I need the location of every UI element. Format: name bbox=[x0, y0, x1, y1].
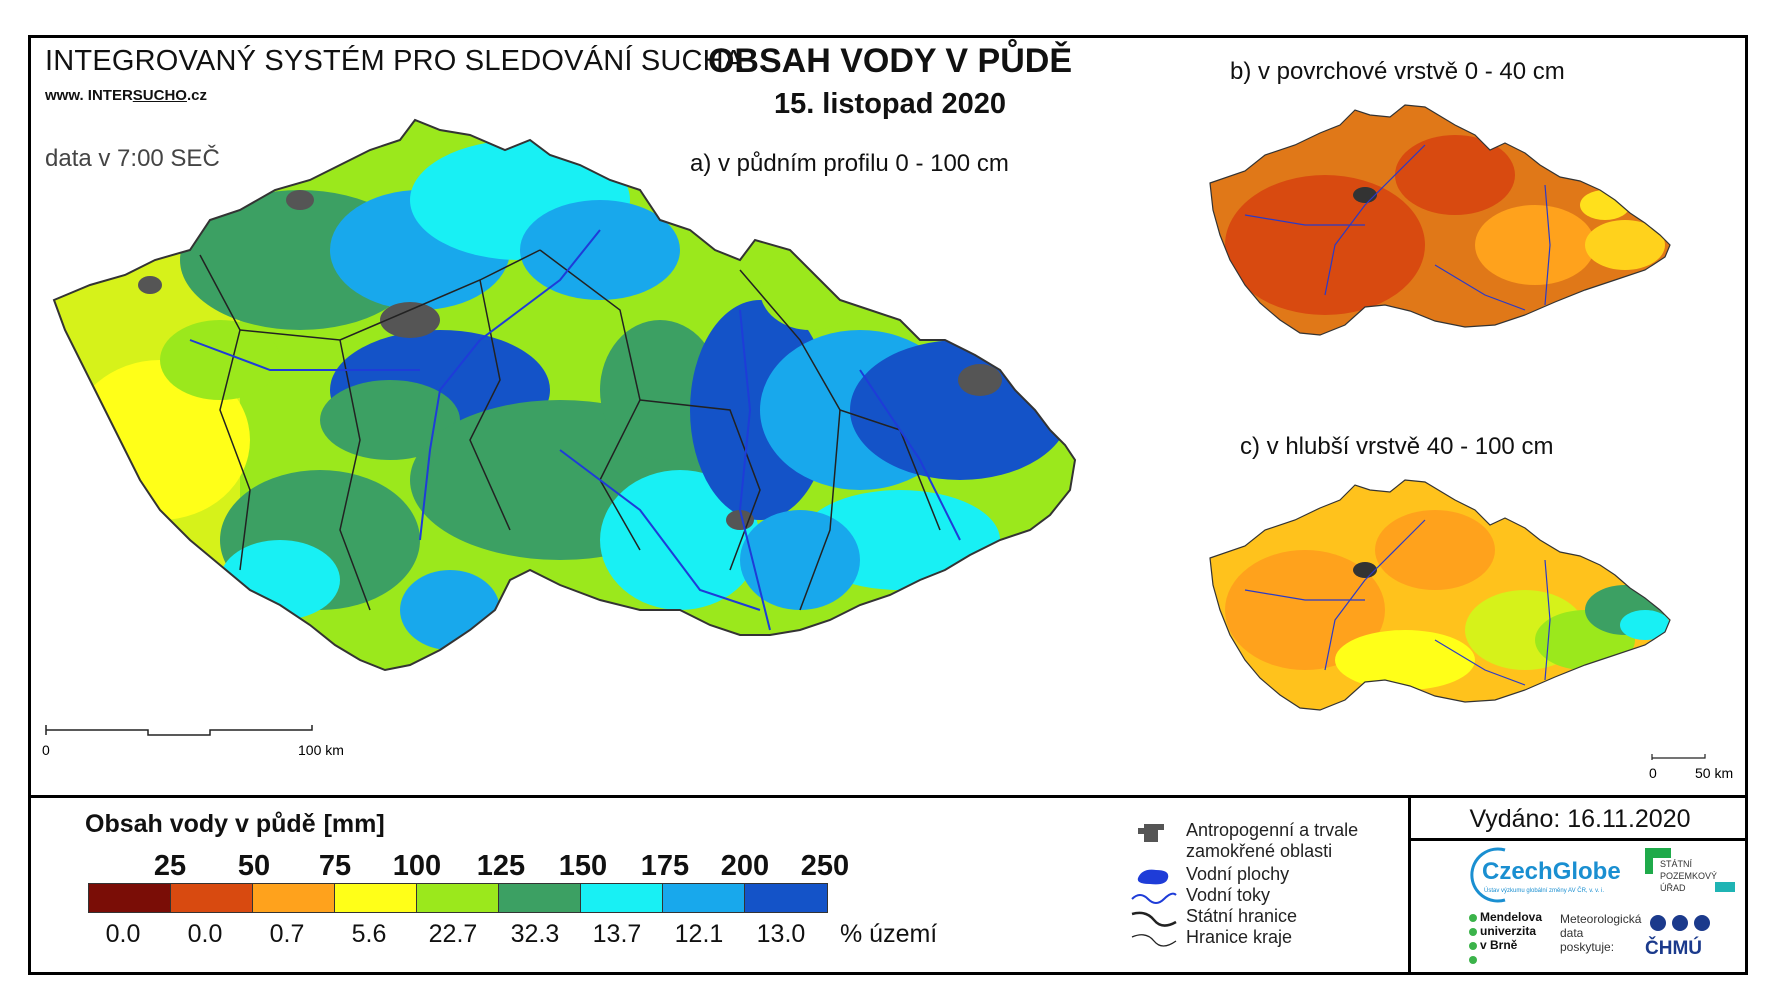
class-break: 175 bbox=[640, 850, 690, 882]
legend-swatch bbox=[417, 884, 499, 912]
class-break: 125 bbox=[476, 850, 526, 882]
symbol-state-border-text: Státní hranice bbox=[1186, 906, 1298, 926]
legend-percent: 13.0 bbox=[756, 920, 806, 948]
symbol-region-border-text: Hranice kraje bbox=[1186, 927, 1293, 947]
percent-area-label: % území bbox=[840, 920, 938, 948]
class-break: 50 bbox=[237, 850, 271, 882]
legend-percent: 13.7 bbox=[592, 920, 642, 948]
mendel-logo-icon bbox=[1469, 914, 1477, 964]
mendel-logo: Mendelova univerzita v Brně bbox=[1480, 910, 1542, 952]
small-scale-bar: 0 50 km bbox=[1649, 754, 1733, 780]
symbol-river: Vodní toky bbox=[1130, 885, 1270, 909]
class-break: 250 bbox=[800, 850, 850, 882]
symbol-anthropogenic: Antropogenní a trvale zamokřené oblasti bbox=[1130, 820, 1386, 862]
legend-percent: 32.3 bbox=[510, 920, 560, 948]
chmu-logo-icon bbox=[1650, 915, 1710, 931]
legend-divider bbox=[28, 795, 1748, 798]
class-break: 200 bbox=[720, 850, 770, 882]
symbol-river-text: Vodní toky bbox=[1186, 885, 1271, 905]
map-date: 15. listopad 2020 bbox=[773, 88, 1007, 120]
legend-percent: 5.6 bbox=[351, 920, 387, 948]
chmu-logo: ČHMÚ bbox=[1645, 938, 1702, 959]
website-link[interactable]: www. INTERSUCHO.cz bbox=[45, 87, 207, 104]
spu-logo-icon bbox=[1645, 848, 1735, 892]
region-border-icon bbox=[1131, 934, 1177, 947]
legend-swatch bbox=[581, 884, 663, 912]
legend-swatch bbox=[253, 884, 335, 912]
surface-map-label: b) v povrchové vrstvě 0 - 40 cm bbox=[1230, 58, 1565, 85]
spu-logo: STÁTNÍ POZEMKOVÝ ÚŘAD bbox=[1660, 858, 1717, 894]
url-suffix: .cz bbox=[186, 87, 207, 104]
data-time: data v 7:00 SEČ bbox=[45, 145, 220, 172]
deep-layer-map: 0 50 km bbox=[1209, 479, 1733, 780]
page-title: OBSAH VODY V PŮDĚ bbox=[707, 42, 1072, 80]
legend-swatch bbox=[171, 884, 253, 912]
symbol-anthropogenic-text: Antropogenní a trvale zamokřené oblasti bbox=[1186, 820, 1359, 861]
symbol-region-border: Hranice kraje bbox=[1130, 927, 1292, 951]
url-prefix: www. INTER bbox=[45, 87, 133, 104]
czechglobe-logo: CzechGlobe bbox=[1482, 858, 1621, 885]
legend-swatch bbox=[499, 884, 581, 912]
main-map: 0 100 km bbox=[42, 118, 1077, 758]
class-break: 25 bbox=[153, 850, 187, 882]
issued-date: Vydáno: 16.11.2020 bbox=[1469, 805, 1691, 833]
legend-title: Obsah vody v půdě [mm] bbox=[85, 810, 385, 839]
met-line: data bbox=[1560, 926, 1584, 940]
legend-percent: 0.0 bbox=[187, 920, 223, 948]
main-scale-start: 0 bbox=[42, 742, 50, 758]
legend-unit: [mm] bbox=[323, 810, 385, 838]
issued-divider bbox=[1410, 838, 1748, 841]
spu-line: STÁTNÍ bbox=[1660, 859, 1693, 869]
main-map-label: a) v půdním profilu 0 - 100 cm bbox=[690, 150, 1009, 177]
deep-map-label: c) v hlubší vrstvě 40 - 100 cm bbox=[1240, 433, 1554, 460]
main-scale-end: 100 km bbox=[298, 742, 344, 758]
url-brand: SUCHO bbox=[132, 87, 187, 104]
symbol-state-border: Státní hranice bbox=[1130, 906, 1297, 930]
class-break: 150 bbox=[558, 850, 608, 882]
surface-layer-map bbox=[1209, 104, 1671, 336]
mendel-line: Mendelova bbox=[1480, 910, 1543, 924]
czechglobe-logo-icon bbox=[1470, 847, 1506, 903]
legend-percent: 0.0 bbox=[105, 920, 141, 948]
main-scale-bar: 0 100 km bbox=[42, 725, 344, 758]
class-break: 100 bbox=[392, 850, 442, 882]
legend-title-text: Obsah vody v půdě bbox=[85, 810, 316, 838]
legend-percent: 22.7 bbox=[428, 920, 478, 948]
system-title: INTEGROVANÝ SYSTÉM PRO SLEDOVÁNÍ SUCHA bbox=[45, 45, 744, 77]
class-break: 75 bbox=[318, 850, 352, 882]
mendel-line: univerzita bbox=[1480, 924, 1537, 938]
symbol-water-body: Vodní plochy bbox=[1130, 864, 1289, 888]
mendel-line: v Brně bbox=[1480, 938, 1518, 952]
symbol-water-body-text: Vodní plochy bbox=[1186, 864, 1290, 884]
spu-line: ÚŘAD bbox=[1660, 883, 1686, 893]
legend-swatch bbox=[745, 884, 827, 912]
spu-line: POZEMKOVÝ bbox=[1660, 871, 1718, 881]
legend-percent: 12.1 bbox=[674, 920, 724, 948]
legend-swatch bbox=[335, 884, 417, 912]
met-line: Meteorologická bbox=[1560, 912, 1642, 926]
small-scale-end: 50 km bbox=[1695, 765, 1733, 780]
met-line: poskytuje: bbox=[1560, 940, 1615, 954]
legend-swatch bbox=[663, 884, 745, 912]
water-body-icon bbox=[1137, 869, 1169, 885]
meteorological-data-note: Meteorologická data poskytuje: bbox=[1560, 912, 1641, 954]
legend-swatch bbox=[89, 884, 171, 912]
river-icon bbox=[1131, 892, 1177, 904]
legend-color-bar bbox=[88, 883, 828, 913]
small-scale-start: 0 bbox=[1649, 765, 1657, 780]
legend-percent: 0.7 bbox=[269, 920, 305, 948]
footer-divider bbox=[1408, 797, 1411, 975]
czechglobe-subtitle: Ústav výzkumu globální změny AV ČR, v. v… bbox=[1484, 888, 1605, 894]
state-border-icon bbox=[1131, 911, 1177, 927]
anthropogenic-area-icon bbox=[1138, 824, 1164, 842]
